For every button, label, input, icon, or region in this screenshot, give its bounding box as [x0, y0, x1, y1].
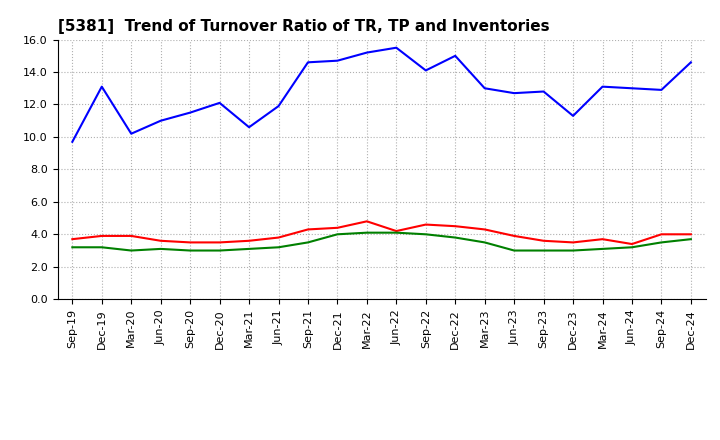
- Trade Payables: [569, 113, 577, 118]
- Trade Receivables: [186, 240, 194, 245]
- Inventories: [598, 246, 607, 252]
- Trade Payables: [510, 91, 518, 96]
- Inventories: [451, 235, 459, 240]
- Trade Receivables: [156, 238, 165, 243]
- Trade Receivables: [333, 225, 342, 231]
- Inventories: [628, 245, 636, 250]
- Trade Payables: [392, 45, 400, 50]
- Trade Payables: [274, 103, 283, 109]
- Trade Payables: [304, 60, 312, 65]
- Trade Receivables: [539, 238, 548, 243]
- Trade Payables: [215, 100, 224, 106]
- Inventories: [215, 248, 224, 253]
- Inventories: [569, 248, 577, 253]
- Trade Receivables: [628, 242, 636, 247]
- Inventories: [363, 230, 372, 235]
- Line: Inventories: Inventories: [72, 233, 691, 250]
- Trade Payables: [480, 86, 489, 91]
- Trade Receivables: [480, 227, 489, 232]
- Trade Payables: [333, 58, 342, 63]
- Trade Receivables: [68, 237, 76, 242]
- Inventories: [421, 231, 430, 237]
- Trade Payables: [363, 50, 372, 55]
- Inventories: [304, 240, 312, 245]
- Trade Payables: [598, 84, 607, 89]
- Inventories: [510, 248, 518, 253]
- Trade Payables: [687, 60, 696, 65]
- Trade Payables: [97, 84, 106, 89]
- Trade Payables: [68, 139, 76, 144]
- Inventories: [657, 240, 666, 245]
- Inventories: [127, 248, 135, 253]
- Trade Receivables: [97, 233, 106, 238]
- Trade Payables: [451, 53, 459, 59]
- Trade Receivables: [245, 238, 253, 243]
- Trade Receivables: [363, 219, 372, 224]
- Trade Payables: [539, 89, 548, 94]
- Trade Receivables: [451, 224, 459, 229]
- Trade Payables: [245, 125, 253, 130]
- Trade Receivables: [274, 235, 283, 240]
- Inventories: [480, 240, 489, 245]
- Trade Payables: [628, 86, 636, 91]
- Inventories: [333, 231, 342, 237]
- Trade Receivables: [569, 240, 577, 245]
- Inventories: [245, 246, 253, 252]
- Inventories: [156, 246, 165, 252]
- Trade Receivables: [127, 233, 135, 238]
- Trade Receivables: [657, 231, 666, 237]
- Trade Payables: [156, 118, 165, 123]
- Trade Receivables: [510, 233, 518, 238]
- Line: Trade Payables: Trade Payables: [72, 48, 691, 142]
- Inventories: [97, 245, 106, 250]
- Line: Trade Receivables: Trade Receivables: [72, 221, 691, 244]
- Trade Payables: [421, 68, 430, 73]
- Inventories: [68, 245, 76, 250]
- Inventories: [186, 248, 194, 253]
- Trade Payables: [127, 131, 135, 136]
- Trade Payables: [657, 87, 666, 92]
- Inventories: [539, 248, 548, 253]
- Trade Receivables: [304, 227, 312, 232]
- Trade Receivables: [687, 231, 696, 237]
- Inventories: [392, 230, 400, 235]
- Inventories: [274, 245, 283, 250]
- Trade Receivables: [421, 222, 430, 227]
- Trade Receivables: [598, 237, 607, 242]
- Text: [5381]  Trend of Turnover Ratio of TR, TP and Inventories: [5381] Trend of Turnover Ratio of TR, TP…: [58, 19, 549, 34]
- Trade Payables: [186, 110, 194, 115]
- Trade Receivables: [215, 240, 224, 245]
- Inventories: [687, 237, 696, 242]
- Trade Receivables: [392, 228, 400, 234]
